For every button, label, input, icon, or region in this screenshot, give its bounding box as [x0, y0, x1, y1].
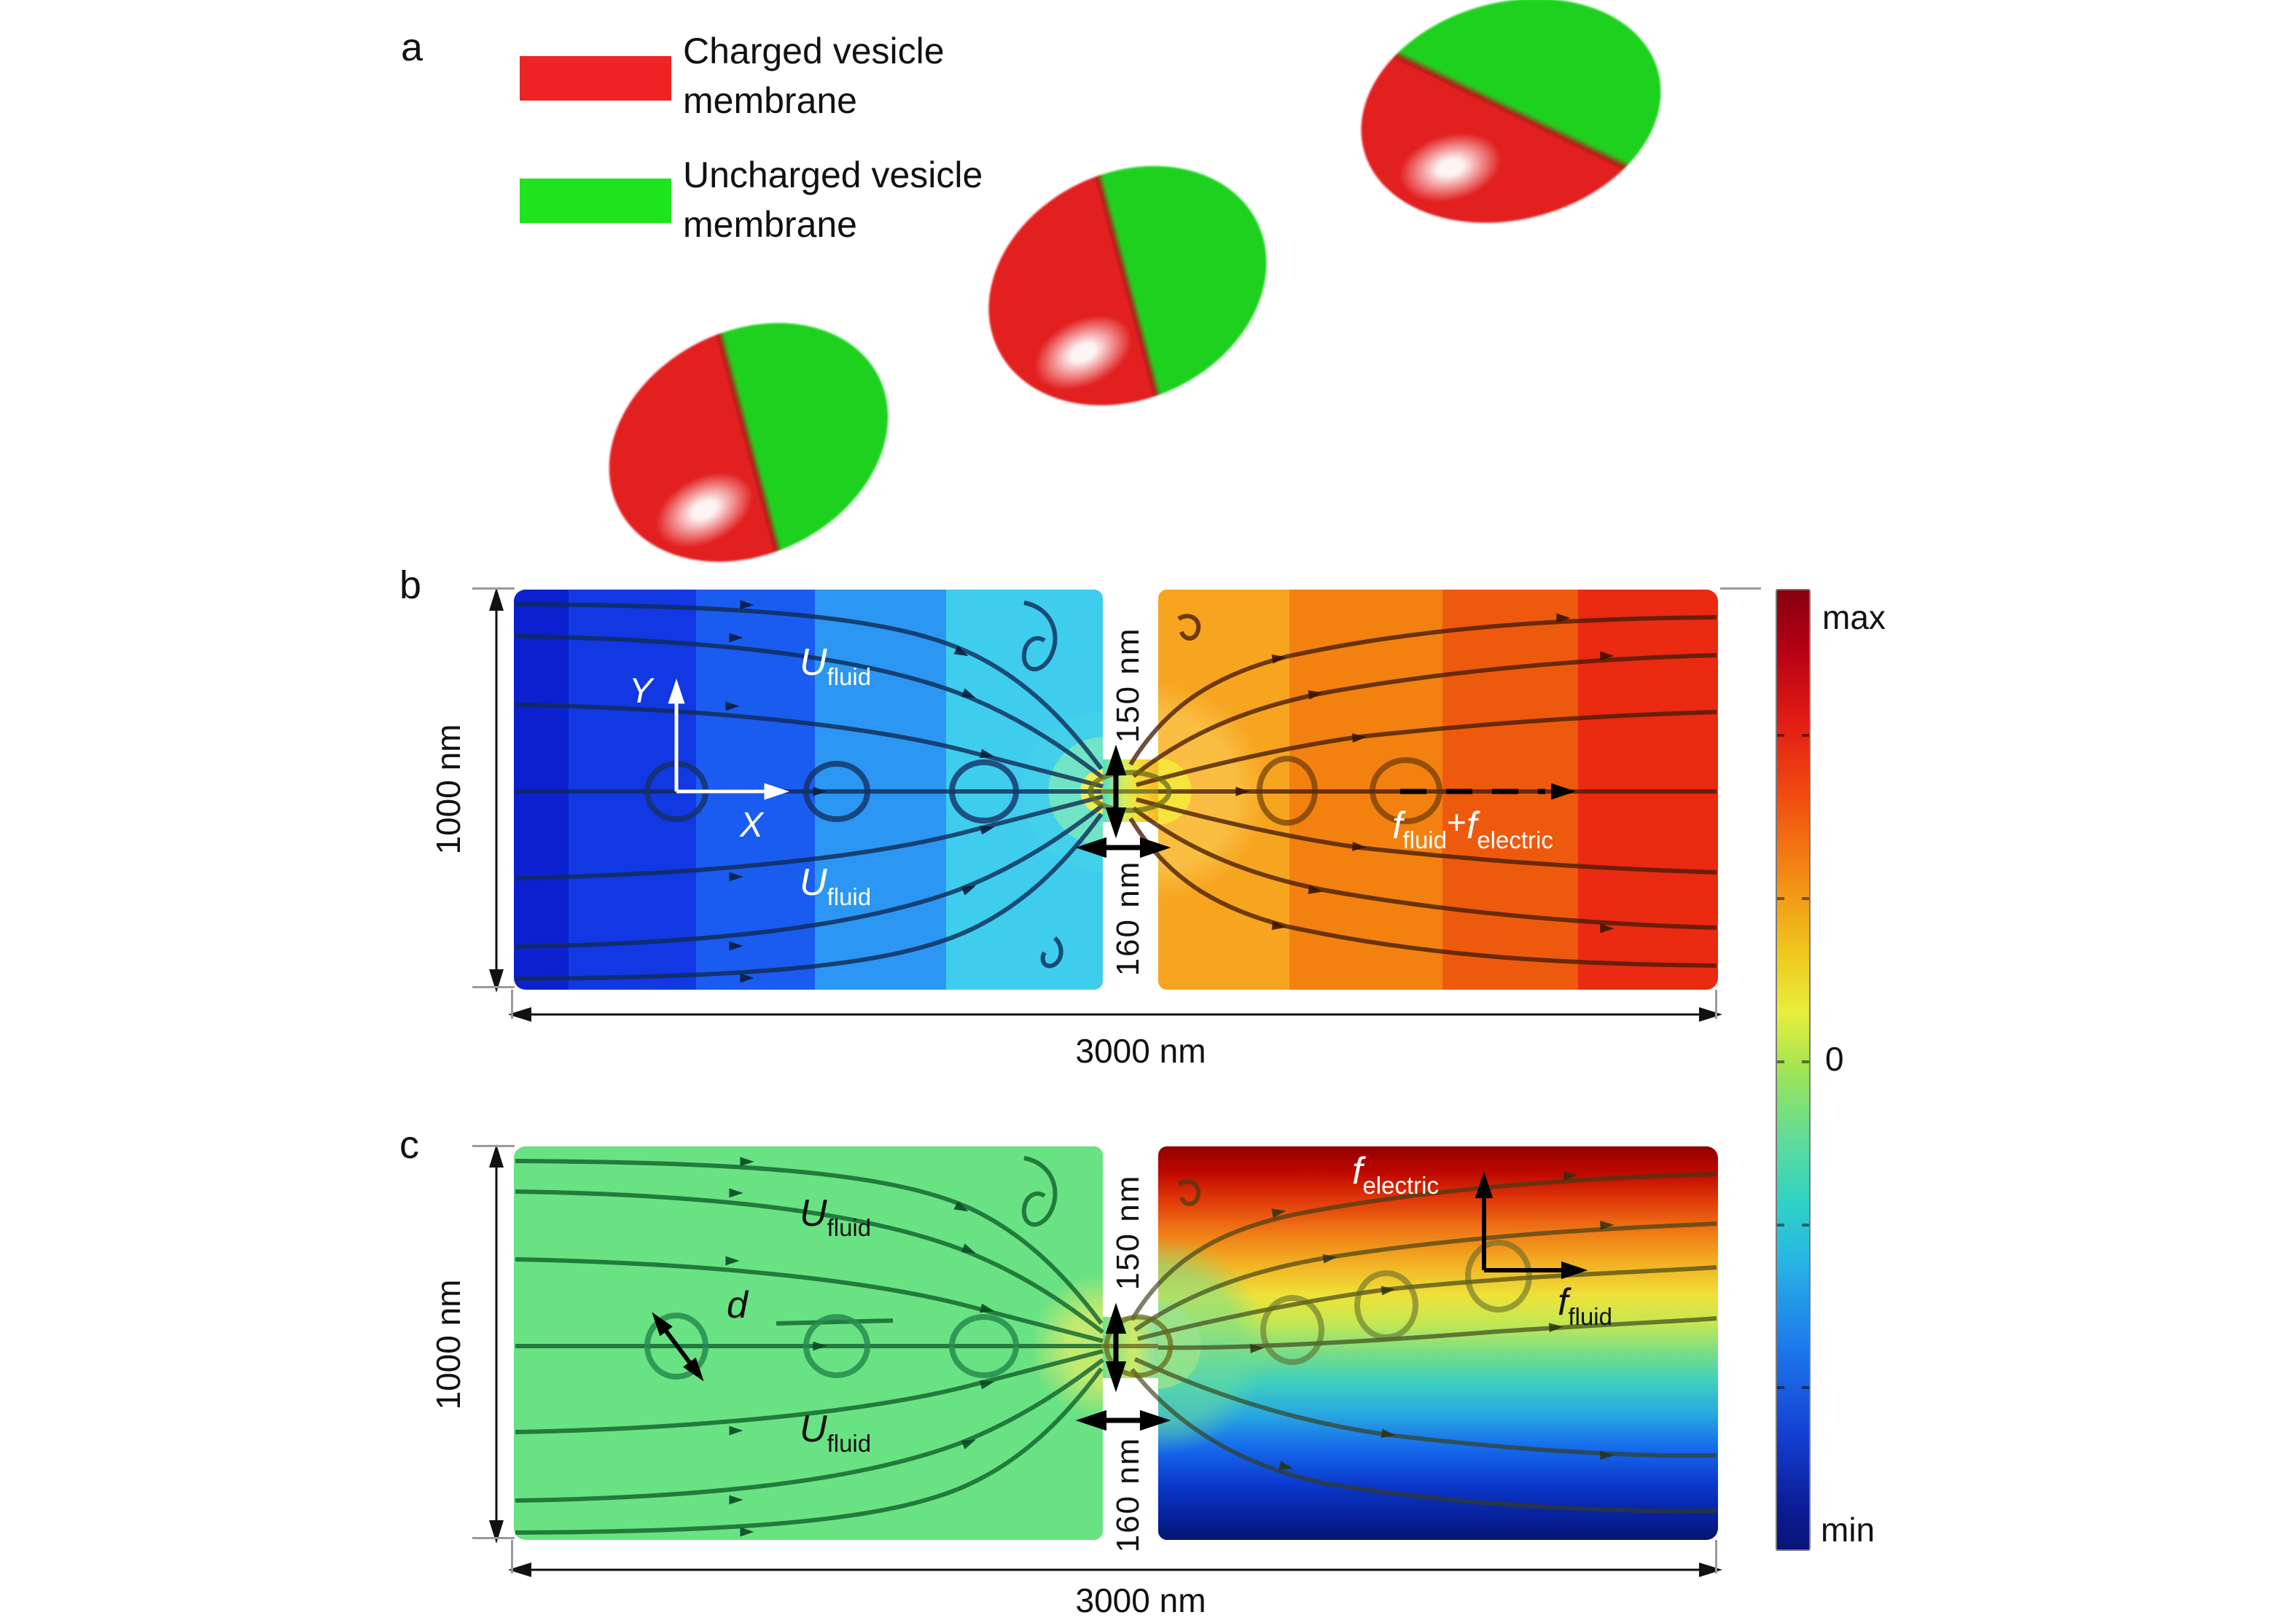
- panel-c-height-dimension-arrow: [489, 1144, 504, 1544]
- vesicle-highlight: [568, 276, 929, 609]
- panel-b-height-dimension-arrow: [489, 587, 504, 993]
- u-fluid-label-top: Ufluid: [800, 1192, 872, 1241]
- u-fluid-label-bottom: Ufluid: [800, 861, 872, 910]
- extension-line: [511, 1540, 513, 1573]
- colorbar-tick: [1802, 1060, 1809, 1063]
- pore-height-arrow: [1109, 754, 1122, 829]
- panel-c-height-label: 1000 nm: [429, 1279, 467, 1410]
- u-fluid-label-bottom: Ufluid: [800, 1408, 872, 1457]
- extension-line: [1715, 990, 1717, 1019]
- y-axis-label: Y: [629, 672, 653, 711]
- colorbar-tick: [1777, 897, 1784, 901]
- notch-dimension-label: 160 nm: [1110, 860, 1146, 977]
- colorbar-tick: [1777, 1386, 1784, 1390]
- pore-dimension-label: 150 nm: [1110, 627, 1146, 743]
- f-fluid-plus-f-electric-label: ffluid+felectric: [1392, 803, 1553, 853]
- panel-b-simulation: Ufluid Ufluid Y X ffluid+felectric 150 n…: [514, 590, 1718, 990]
- colorbar-tick: [1802, 1386, 1809, 1390]
- uncharged-membrane-swatch: [520, 179, 671, 223]
- extension-line: [511, 990, 513, 1019]
- vesicle-diameter-arrow: [652, 1314, 704, 1380]
- force-direction-arrow: [1400, 783, 1576, 800]
- panel-b-width-dimension-arrow: [508, 1007, 1722, 1022]
- panel-a-label: a: [401, 26, 423, 69]
- panel-c-streamlines: [515, 1156, 1717, 1537]
- colorbar: [1776, 589, 1811, 1551]
- colorbar-min-label: min: [1821, 1511, 1875, 1549]
- extension-line: [472, 1537, 515, 1539]
- panel-b-width-label: 3000 nm: [1075, 1032, 1206, 1070]
- force-axes-arrows: [1478, 1178, 1581, 1276]
- colorbar-tick: [1802, 1223, 1809, 1227]
- x-axis-label: X: [740, 806, 764, 845]
- panel-c-simulation: Ufluid Ufluid d felectric ffluid 150 nm …: [514, 1146, 1718, 1552]
- u-fluid-label-top: Ufluid: [800, 641, 872, 690]
- vesicle-outlines: [644, 1240, 1532, 1380]
- f-fluid-label: ffluid: [1558, 1281, 1612, 1330]
- extension-line: [472, 587, 515, 590]
- panel-c-width-dimension-arrow: [508, 1563, 1722, 1577]
- xy-axes-arrows: [671, 684, 784, 797]
- colorbar-zero-label: 0: [1825, 1040, 1844, 1078]
- colorbar-tick: [1802, 897, 1809, 901]
- extension-line: [1715, 1540, 1717, 1573]
- colorbar-tick: [1802, 734, 1809, 738]
- panel-b-streamlines: [515, 600, 1717, 983]
- notch-dimension-label: 160 nm: [1110, 1436, 1146, 1553]
- charged-membrane-swatch: [520, 56, 671, 101]
- pore-dimension-label: 150 nm: [1110, 1174, 1146, 1291]
- extension-line: [1720, 587, 1761, 590]
- vesicle-illustration-top-right: [1335, 0, 1687, 256]
- vesicle-highlight: [1335, 0, 1687, 256]
- colorbar-tick: [1777, 734, 1784, 738]
- colorbar-max-label: max: [1822, 598, 1886, 636]
- panel-b-label: b: [399, 563, 422, 607]
- pore-height-arrow: [1109, 1312, 1122, 1383]
- extension-line: [472, 1145, 515, 1147]
- f-electric-label: felectric: [1352, 1150, 1439, 1199]
- diameter-label: d: [727, 1284, 748, 1326]
- panel-c-label: c: [399, 1123, 419, 1167]
- colorbar-tick: [1777, 1060, 1784, 1063]
- uncharged-membrane-label: Uncharged vesicle membrane: [683, 155, 983, 245]
- vesicle-outlines: [644, 756, 1442, 826]
- extension-line: [472, 986, 515, 988]
- vesicle-illustration-bottom-left: [568, 276, 929, 609]
- notch-width-arrow: [1085, 1414, 1162, 1427]
- panel-c-right-reservoir: [1158, 1146, 1718, 1540]
- panel-c-width-label: 3000 nm: [1075, 1581, 1206, 1619]
- panel-b-height-label: 1000 nm: [429, 724, 467, 855]
- charged-membrane-label: Charged vesicle membrane: [683, 31, 945, 121]
- notch-width-arrow: [1085, 841, 1162, 854]
- colorbar-tick: [1777, 1223, 1784, 1227]
